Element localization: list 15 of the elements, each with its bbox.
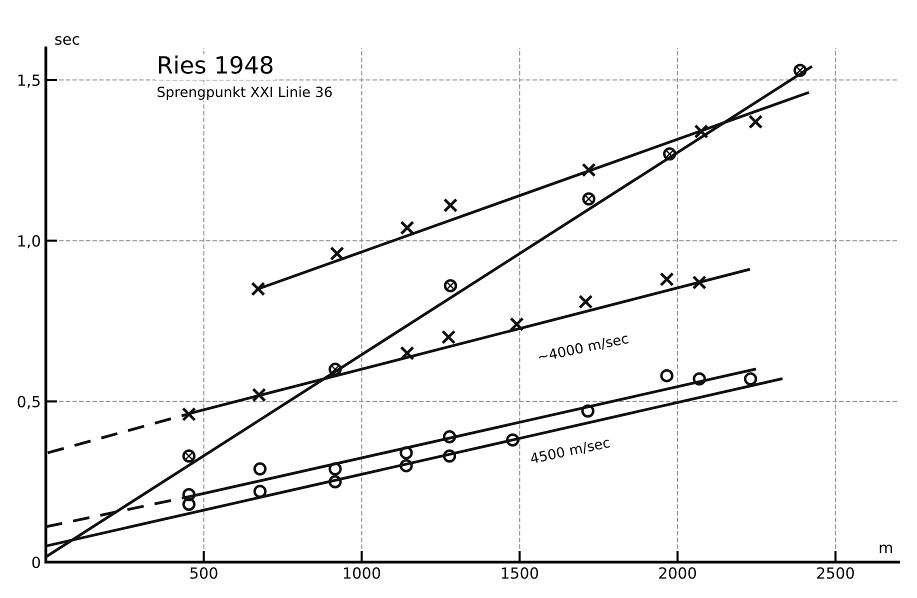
x-tick-label: 500	[190, 567, 218, 579]
annotation: ~4000 m/sec	[538, 332, 629, 364]
x-tick-label: 2000	[659, 567, 696, 579]
x-tick-label: 2500	[817, 567, 854, 579]
chart-title: Ries 1948	[159, 56, 272, 74]
x-tick-label: 1500	[502, 567, 538, 579]
text: Sprengpunkt XXI Linie 36	[158, 86, 332, 100]
y-tick-label: 0	[32, 556, 40, 568]
x-tick-label: 1000	[344, 567, 380, 579]
y-tick-label: 1,5	[18, 74, 40, 88]
y-tick-label: 1,0	[18, 235, 40, 248]
annotation: 4500 m/sec	[530, 436, 610, 465]
y-axis-title: sec	[55, 36, 80, 45]
y-tick-label: 0,5	[18, 396, 40, 409]
x-axis-title: m	[880, 544, 892, 554]
